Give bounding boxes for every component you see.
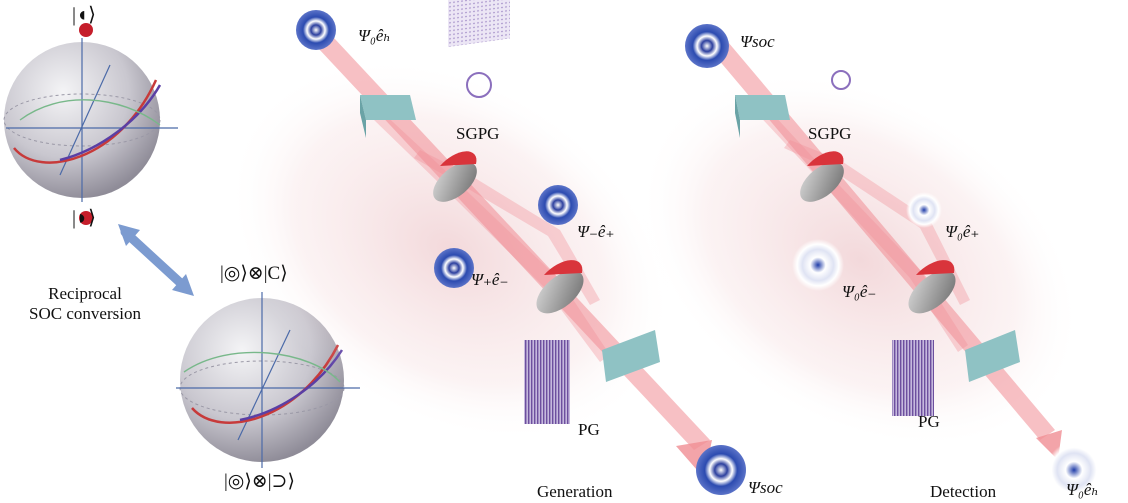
generation-sgpg-label: SGPG: [456, 124, 500, 143]
bloch-bottom-south-label: |◎⟩⊗|⊃⟩: [224, 471, 295, 492]
generation-setup: [227, 0, 746, 495]
generation-pg-label: PG: [578, 420, 600, 439]
bloch-top-north-label: |◖⟩: [72, 4, 96, 26]
conversion-label-line1: Reciprocal: [48, 284, 122, 303]
conversion-label-line2: SOC conversion: [29, 304, 141, 323]
generation-input-label: Ψ₀êₕ: [358, 26, 391, 45]
bloch-sphere-top: [3, 23, 178, 225]
conversion-arrow: [120, 227, 191, 293]
generation-output-label: Ψsoc: [748, 478, 783, 497]
detection-beam-minus-label: Ψ₀ê₋: [842, 282, 877, 301]
bloch-top-south-label: |◗⟩: [72, 207, 96, 229]
detection-output-label: Ψ₀êₕ: [1066, 480, 1099, 499]
generation-caption: Generation: [537, 482, 613, 501]
detection-beam-plus-label: Ψ₀ê₊: [945, 222, 980, 241]
generation-beam-minus-label: Ψ₊ê₋: [471, 270, 509, 289]
detection-input-label: Ψsoc: [740, 32, 775, 51]
detection-sgpg-label: SGPG: [808, 124, 852, 143]
generation-beam-plus-label: Ψ₋ê₊: [577, 222, 615, 241]
detection-caption: Detection: [930, 482, 997, 501]
conversion-label: Reciprocal SOC conversion: [10, 284, 160, 324]
detection-setup: [638, 24, 1102, 498]
bloch-bottom-north-label: |◎⟩⊗|C⟩: [220, 263, 288, 284]
detection-pg-label: PG: [918, 412, 940, 431]
